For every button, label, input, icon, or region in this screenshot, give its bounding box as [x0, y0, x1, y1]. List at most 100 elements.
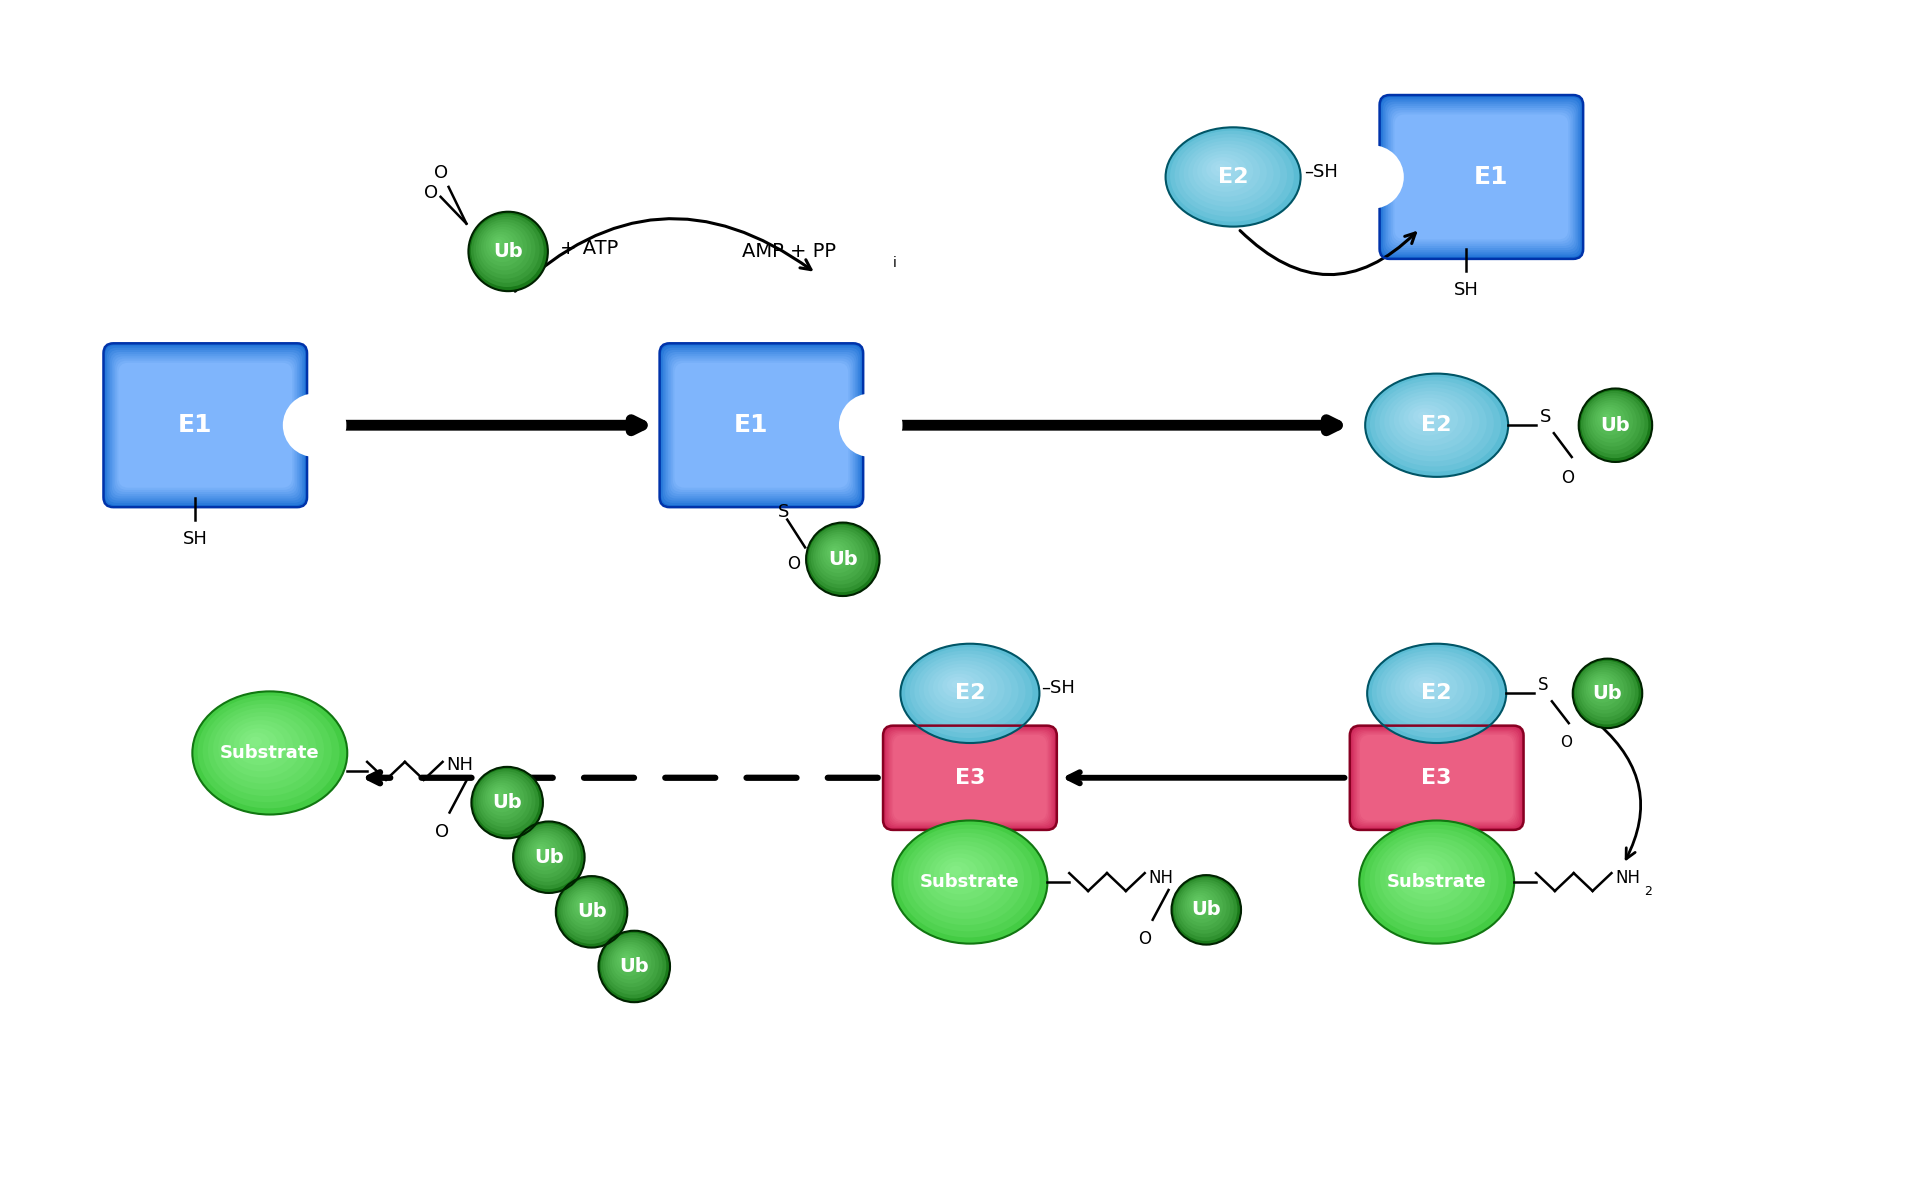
- Circle shape: [488, 231, 515, 258]
- Circle shape: [1171, 875, 1240, 945]
- Circle shape: [1340, 146, 1404, 208]
- Ellipse shape: [1359, 820, 1515, 944]
- Circle shape: [607, 939, 655, 987]
- Text: Ub: Ub: [1192, 901, 1221, 920]
- Circle shape: [478, 773, 532, 827]
- Circle shape: [1588, 674, 1617, 703]
- FancyBboxPatch shape: [1392, 110, 1572, 243]
- Ellipse shape: [223, 716, 301, 778]
- FancyBboxPatch shape: [1382, 100, 1580, 254]
- Circle shape: [1592, 402, 1630, 439]
- FancyBboxPatch shape: [670, 356, 852, 494]
- Circle shape: [555, 877, 628, 948]
- FancyBboxPatch shape: [1386, 104, 1576, 250]
- Circle shape: [808, 525, 876, 592]
- Circle shape: [1173, 878, 1236, 942]
- Ellipse shape: [1407, 405, 1444, 430]
- Ellipse shape: [920, 657, 1012, 724]
- Text: SH: SH: [182, 530, 207, 548]
- Ellipse shape: [1212, 160, 1233, 177]
- FancyBboxPatch shape: [885, 728, 1054, 827]
- FancyBboxPatch shape: [887, 730, 1052, 826]
- Text: Ub: Ub: [534, 848, 564, 867]
- Text: 2: 2: [1644, 885, 1651, 898]
- Circle shape: [806, 523, 879, 596]
- FancyBboxPatch shape: [1350, 726, 1524, 830]
- Circle shape: [1594, 680, 1605, 692]
- Text: Ub: Ub: [620, 957, 649, 976]
- Circle shape: [1588, 397, 1638, 447]
- Circle shape: [564, 885, 612, 933]
- Ellipse shape: [1394, 394, 1465, 445]
- Ellipse shape: [1165, 128, 1300, 226]
- Circle shape: [1187, 890, 1215, 920]
- Text: Ub: Ub: [576, 902, 607, 921]
- Circle shape: [470, 214, 543, 287]
- Text: Substrate: Substrate: [1386, 873, 1486, 891]
- Text: Ub: Ub: [828, 550, 858, 568]
- Ellipse shape: [1169, 130, 1294, 222]
- Ellipse shape: [1375, 380, 1494, 466]
- Ellipse shape: [1215, 164, 1227, 172]
- FancyBboxPatch shape: [119, 362, 292, 488]
- Ellipse shape: [933, 667, 991, 708]
- Ellipse shape: [1390, 660, 1471, 719]
- Circle shape: [599, 931, 670, 1002]
- Circle shape: [476, 219, 536, 279]
- Ellipse shape: [213, 708, 317, 790]
- Circle shape: [1185, 889, 1219, 923]
- Circle shape: [1196, 899, 1202, 904]
- Text: –SH: –SH: [1304, 163, 1338, 181]
- Ellipse shape: [1396, 663, 1465, 713]
- Circle shape: [480, 775, 528, 824]
- Circle shape: [1590, 675, 1613, 700]
- FancyBboxPatch shape: [672, 359, 852, 492]
- Circle shape: [816, 532, 864, 580]
- FancyBboxPatch shape: [883, 726, 1056, 830]
- FancyBboxPatch shape: [106, 346, 305, 504]
- Ellipse shape: [1369, 828, 1500, 932]
- Ellipse shape: [1380, 837, 1482, 919]
- Ellipse shape: [1371, 377, 1501, 472]
- Text: NH: NH: [447, 756, 474, 774]
- Ellipse shape: [914, 654, 1020, 728]
- FancyBboxPatch shape: [1354, 730, 1519, 826]
- Ellipse shape: [234, 725, 286, 766]
- Ellipse shape: [1206, 157, 1240, 182]
- Circle shape: [1188, 892, 1212, 916]
- Circle shape: [484, 226, 522, 266]
- Ellipse shape: [207, 703, 324, 796]
- Ellipse shape: [952, 680, 964, 689]
- Circle shape: [528, 837, 559, 867]
- Circle shape: [1572, 659, 1642, 728]
- Ellipse shape: [929, 849, 993, 901]
- Circle shape: [561, 880, 620, 940]
- Circle shape: [618, 951, 637, 969]
- Circle shape: [1190, 895, 1208, 911]
- FancyBboxPatch shape: [664, 350, 858, 501]
- Circle shape: [538, 846, 543, 852]
- Circle shape: [493, 236, 507, 249]
- Circle shape: [1592, 678, 1609, 696]
- Ellipse shape: [937, 671, 983, 703]
- Ellipse shape: [924, 660, 1004, 719]
- Text: E3: E3: [954, 768, 985, 787]
- Ellipse shape: [1384, 388, 1480, 456]
- Circle shape: [568, 890, 605, 925]
- Circle shape: [492, 234, 511, 254]
- FancyBboxPatch shape: [1380, 95, 1584, 259]
- Circle shape: [480, 224, 528, 271]
- FancyBboxPatch shape: [885, 727, 1056, 828]
- Ellipse shape: [1365, 825, 1507, 938]
- Circle shape: [1590, 400, 1634, 443]
- Circle shape: [601, 933, 666, 998]
- Circle shape: [472, 767, 543, 838]
- Circle shape: [1586, 395, 1642, 450]
- Circle shape: [476, 772, 536, 831]
- Circle shape: [1192, 897, 1206, 908]
- Circle shape: [1175, 879, 1235, 938]
- Text: –SH: –SH: [1041, 679, 1075, 697]
- Circle shape: [828, 543, 845, 561]
- Text: E2: E2: [954, 684, 985, 703]
- Text: E2: E2: [1217, 167, 1248, 187]
